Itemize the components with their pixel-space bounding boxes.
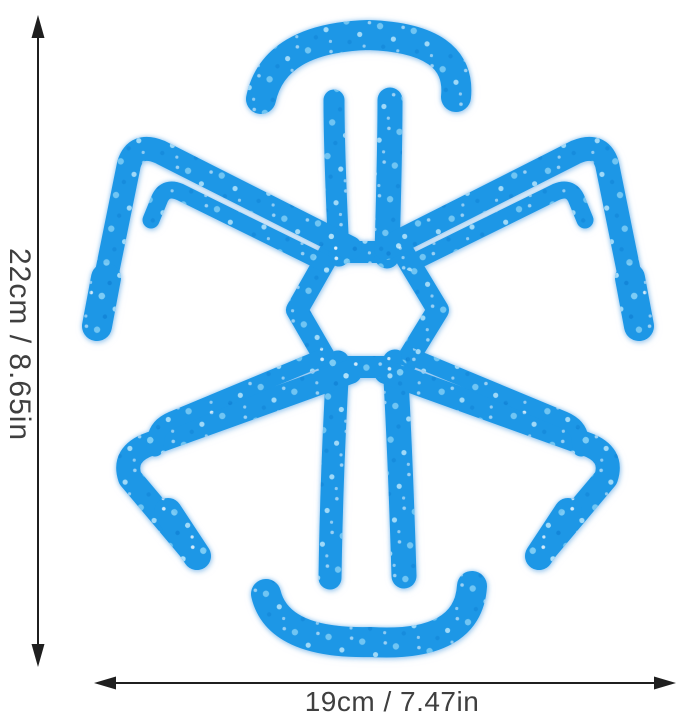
arrow-left-icon — [94, 676, 116, 690]
arrow-right-icon — [654, 676, 676, 690]
bottom-cap — [266, 586, 472, 643]
dimension-arrows — [31, 15, 676, 690]
width-dimension-label: 19cm / 7.47in — [304, 686, 480, 717]
top-stem-right-rail — [387, 100, 390, 256]
bottom-stem-left-rail — [330, 362, 338, 578]
arm-lower-right — [386, 356, 608, 556]
width-dimension-arrow — [94, 676, 676, 690]
gel-texture-overlay — [97, 35, 639, 643]
top-cap — [261, 35, 456, 99]
arrow-down-icon — [31, 644, 45, 667]
height-dimension-label: 22cm / 8.65in — [3, 248, 36, 442]
arm-lower-left — [128, 356, 350, 556]
arrow-up-icon — [31, 15, 45, 38]
bottom-stem-right-rail — [395, 362, 404, 576]
height-dimension-arrow — [31, 15, 45, 667]
